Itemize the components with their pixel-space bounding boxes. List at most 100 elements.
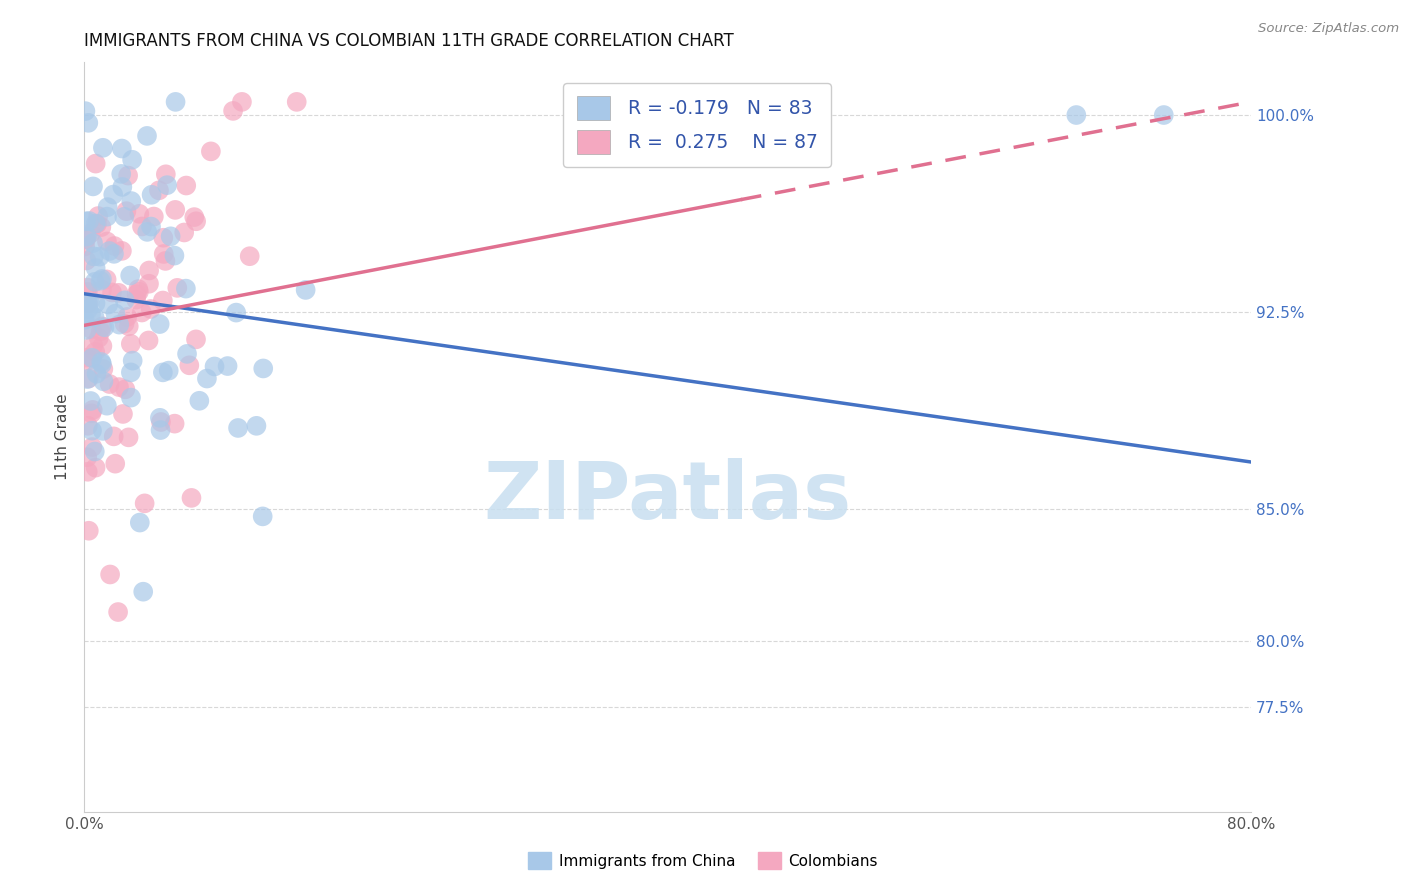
- Point: [217, 359, 239, 373]
- Point: [93, 320, 115, 334]
- Legend: Immigrants from China, Colombians: Immigrants from China, Colombians: [522, 846, 884, 875]
- Point: [200, 145, 222, 159]
- Point: [89, 250, 111, 264]
- Point: [139, 219, 162, 234]
- Point: [166, 281, 188, 295]
- Point: [132, 584, 155, 599]
- Point: [107, 285, 129, 300]
- Point: [117, 169, 139, 183]
- Point: [73, 312, 96, 326]
- Point: [80, 226, 103, 240]
- Point: [77, 371, 100, 385]
- Point: [115, 310, 138, 324]
- Point: [98, 567, 121, 582]
- Point: [90, 272, 112, 286]
- Point: [142, 210, 165, 224]
- Point: [195, 371, 218, 385]
- Point: [77, 524, 100, 538]
- Point: [82, 351, 104, 365]
- Point: [183, 210, 205, 224]
- Point: [179, 359, 201, 373]
- Point: [152, 365, 174, 379]
- Point: [80, 406, 103, 420]
- Point: [159, 229, 181, 244]
- Point: [76, 295, 98, 310]
- Point: [75, 232, 97, 246]
- Text: IMMIGRANTS FROM CHINA VS COLOMBIAN 11TH GRADE CORRELATION CHART: IMMIGRANTS FROM CHINA VS COLOMBIAN 11TH …: [84, 32, 734, 50]
- Point: [96, 210, 118, 224]
- Point: [156, 178, 179, 193]
- Point: [120, 336, 142, 351]
- Point: [245, 418, 267, 433]
- Point: [125, 293, 148, 307]
- Point: [80, 307, 103, 321]
- Point: [112, 210, 135, 224]
- Point: [91, 339, 114, 353]
- Point: [107, 605, 129, 619]
- Point: [138, 334, 160, 348]
- Point: [222, 103, 245, 118]
- Point: [125, 287, 148, 301]
- Point: [128, 207, 150, 221]
- Point: [84, 460, 107, 475]
- Point: [148, 183, 170, 197]
- Point: [225, 305, 247, 319]
- Point: [77, 214, 100, 228]
- Point: [110, 167, 132, 181]
- Point: [77, 353, 100, 368]
- Point: [90, 220, 112, 235]
- Point: [96, 235, 118, 249]
- Point: [252, 509, 274, 524]
- Point: [89, 274, 111, 288]
- Point: [117, 430, 139, 444]
- Point: [231, 95, 253, 109]
- Point: [97, 200, 120, 214]
- Point: [75, 253, 97, 268]
- Point: [180, 491, 202, 505]
- Point: [1153, 108, 1175, 122]
- Point: [120, 268, 142, 283]
- Point: [111, 142, 134, 156]
- Point: [121, 153, 143, 167]
- Point: [115, 204, 138, 219]
- Point: [114, 382, 136, 396]
- Point: [84, 344, 107, 359]
- Point: [84, 261, 107, 276]
- Point: [77, 418, 100, 433]
- Point: [98, 244, 121, 258]
- Point: [131, 305, 153, 319]
- Point: [76, 229, 98, 244]
- Point: [294, 283, 316, 297]
- Point: [149, 410, 172, 425]
- Point: [91, 424, 114, 438]
- Point: [174, 178, 197, 193]
- Point: [80, 424, 103, 438]
- Point: [111, 407, 134, 421]
- Point: [165, 95, 187, 109]
- Point: [103, 187, 125, 202]
- Point: [103, 247, 125, 261]
- Point: [239, 249, 262, 263]
- Point: [114, 317, 136, 331]
- Point: [93, 362, 115, 376]
- Point: [204, 359, 226, 374]
- Point: [82, 235, 104, 250]
- Point: [91, 141, 114, 155]
- Point: [76, 285, 98, 299]
- Point: [157, 363, 180, 377]
- Point: [111, 244, 134, 258]
- Point: [76, 372, 98, 386]
- Point: [163, 249, 186, 263]
- Point: [83, 310, 105, 325]
- Point: [149, 423, 172, 437]
- Point: [75, 239, 97, 253]
- Point: [285, 95, 308, 109]
- Point: [90, 324, 112, 338]
- Point: [108, 380, 131, 394]
- Point: [96, 399, 118, 413]
- Point: [82, 440, 104, 454]
- Point: [174, 282, 197, 296]
- Point: [155, 254, 177, 268]
- Point: [252, 361, 274, 376]
- Point: [83, 275, 105, 289]
